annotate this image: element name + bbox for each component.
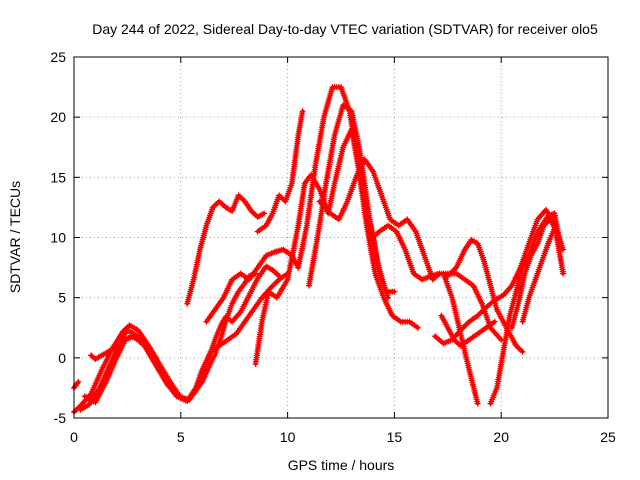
- x-tick-label: 10: [280, 429, 296, 445]
- series-line: [307, 103, 397, 294]
- series-line: [296, 85, 420, 330]
- data-series: [81, 270, 291, 406]
- x-tick-label: 20: [493, 429, 509, 445]
- series-line: [439, 313, 497, 348]
- series-markers: [370, 222, 505, 343]
- data-series: [444, 236, 526, 355]
- x-axis-label: GPS time / hours: [288, 457, 395, 473]
- series-line: [433, 208, 565, 346]
- series-line: [441, 271, 480, 406]
- series-line: [255, 109, 305, 234]
- x-tick-label: 5: [177, 429, 185, 445]
- series-line: [446, 238, 525, 354]
- series-line: [204, 247, 301, 324]
- series-line: [89, 334, 147, 361]
- data-series: [487, 210, 564, 407]
- series-line: [78, 264, 281, 412]
- data-series: [88, 333, 148, 362]
- series-line: [185, 193, 266, 306]
- x-tick-label: 15: [387, 429, 403, 445]
- data-series: [295, 84, 421, 331]
- y-tick-label: 0: [58, 350, 66, 366]
- series-markers: [77, 263, 283, 413]
- data-series: [306, 102, 398, 295]
- data-series: [254, 108, 306, 235]
- series-line: [317, 157, 442, 282]
- y-tick-label: 15: [50, 169, 66, 185]
- y-axis-label: SDTVAR / TECUs: [7, 181, 23, 293]
- data-series: [316, 156, 443, 283]
- x-tick-label: 0: [70, 429, 78, 445]
- chart-title: Day 244 of 2022, Sidereal Day-to-day VTE…: [92, 21, 598, 37]
- series-line: [520, 226, 563, 324]
- data-series: [370, 222, 505, 343]
- series-markers: [295, 84, 421, 331]
- series-line: [82, 271, 290, 405]
- series-line: [371, 223, 503, 342]
- y-tick-label: 5: [58, 290, 66, 306]
- x-tick-label: 25: [600, 429, 616, 445]
- y-tick-label: 20: [50, 109, 66, 125]
- data-series: [440, 270, 481, 407]
- data-series: [203, 246, 302, 325]
- data-series: [519, 224, 564, 325]
- series-line: [488, 211, 563, 406]
- data-series: [438, 312, 498, 349]
- data-series: [184, 192, 268, 307]
- series-layer: [71, 84, 567, 415]
- series-line: [72, 380, 81, 390]
- y-tick-label: 10: [50, 230, 66, 246]
- y-tick-label: -5: [54, 410, 67, 426]
- data-series: [71, 378, 82, 391]
- y-tick-label: 25: [50, 49, 66, 65]
- data-series: [77, 263, 283, 413]
